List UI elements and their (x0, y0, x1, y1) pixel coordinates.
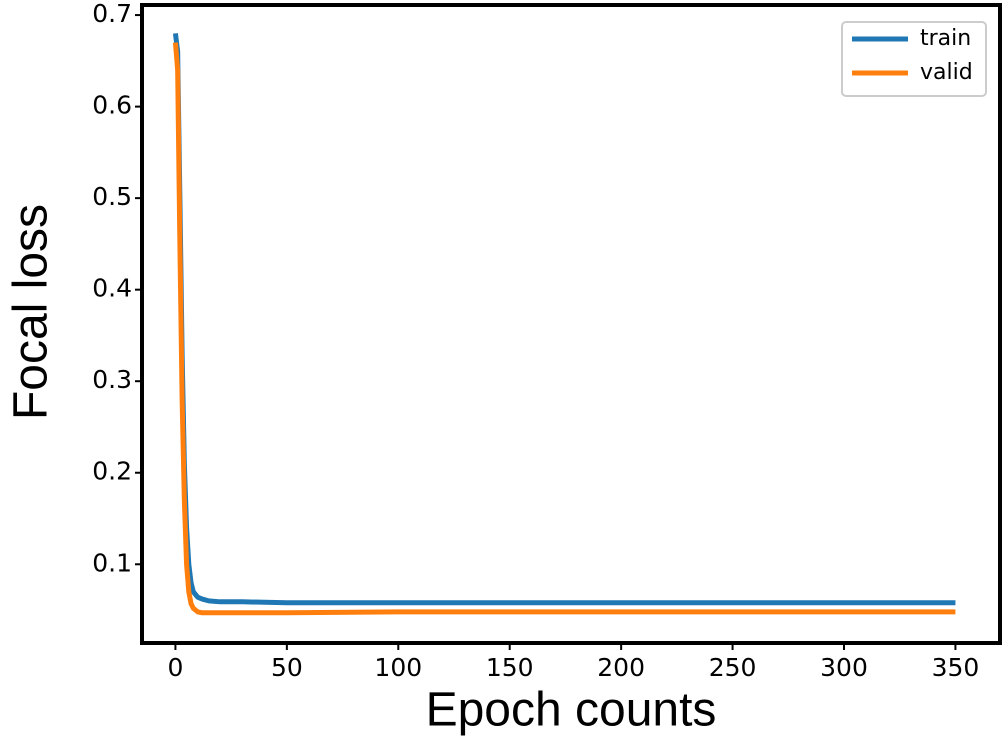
y-tick-label: 0.3 (92, 365, 132, 394)
plot-frame (140, 3, 1002, 645)
y-tick-label: 0.6 (92, 91, 132, 120)
y-tick-label: 0.4 (92, 274, 132, 303)
x-tick-label: 200 (597, 653, 645, 682)
y-axis-label: Focal loss (5, 204, 58, 420)
y-tick-label: 0.1 (92, 548, 132, 577)
x-tick-label: 350 (932, 653, 980, 682)
x-tick-label: 100 (374, 653, 422, 682)
line-series (172, 42, 956, 616)
x-axis-label: Epoch counts (426, 684, 717, 737)
y-tick-label: 0.7 (92, 0, 132, 28)
line-series (172, 33, 956, 606)
x-tick-label: 250 (709, 653, 757, 682)
x-tick-label: 150 (486, 653, 534, 682)
x-tick-label: 300 (820, 653, 868, 682)
y-tick-label: 0.2 (92, 457, 132, 486)
x-tick-label: 0 (167, 653, 183, 682)
y-tick-label: 0.5 (92, 182, 132, 211)
x-tick-label: 50 (271, 653, 303, 682)
legend-label: train (920, 26, 971, 51)
legend-label: valid (920, 60, 973, 85)
